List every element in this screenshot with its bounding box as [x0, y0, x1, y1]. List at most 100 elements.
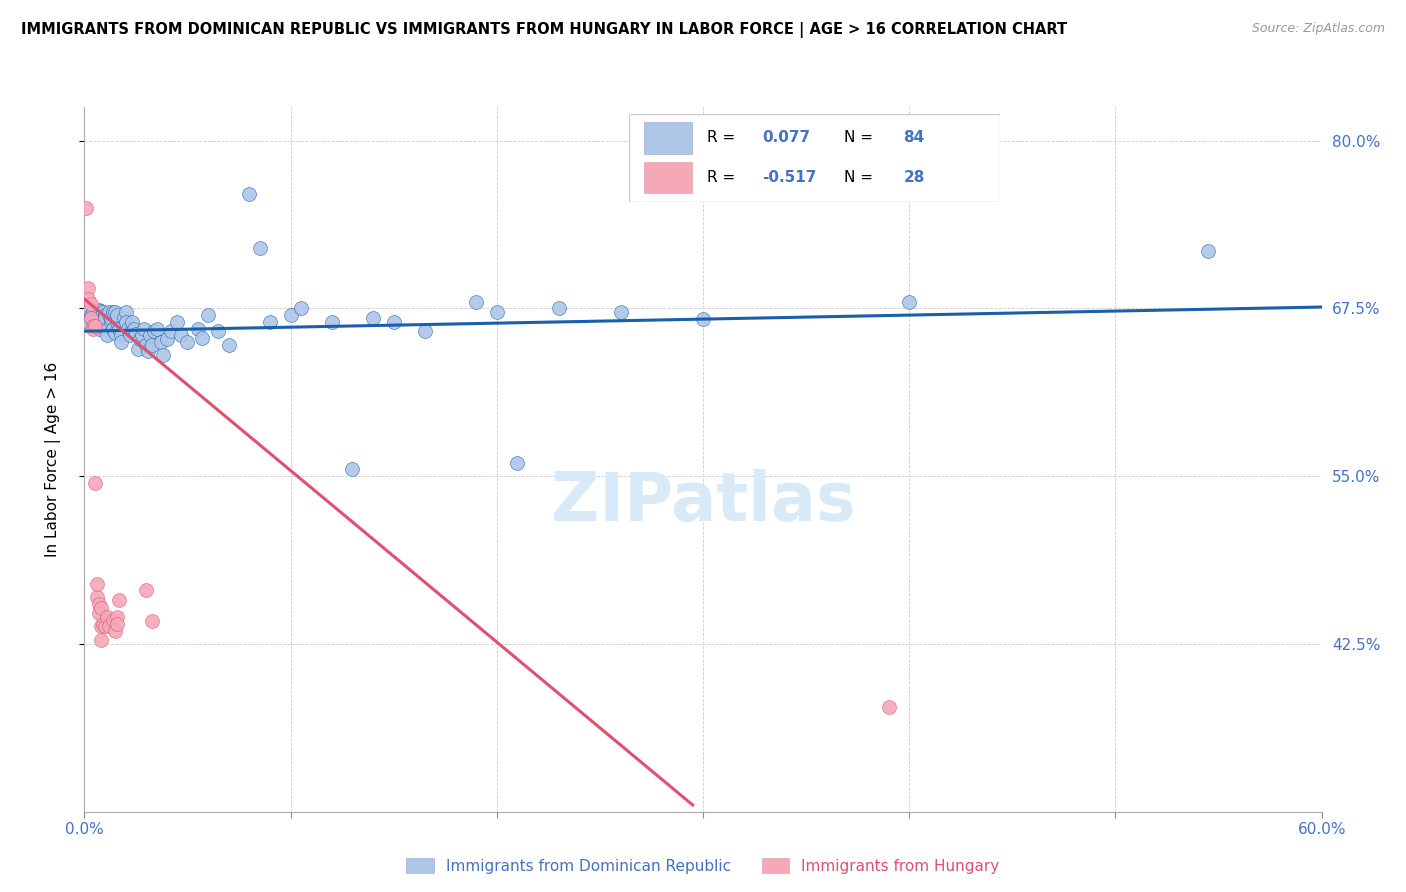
Point — [91, 305, 114, 319]
Point — [692, 312, 714, 326]
Point — [156, 332, 179, 346]
Point — [506, 456, 529, 470]
Point — [135, 583, 157, 598]
Point — [96, 610, 118, 624]
Point — [79, 297, 101, 311]
Point — [110, 334, 132, 349]
Text: ZIPatlas: ZIPatlas — [551, 468, 855, 534]
Point — [94, 308, 117, 322]
Point — [86, 590, 108, 604]
Point — [152, 348, 174, 362]
Point — [131, 328, 153, 343]
Point — [129, 332, 152, 346]
Point — [79, 310, 101, 325]
Point — [117, 321, 139, 335]
Point — [83, 318, 105, 333]
Point — [108, 592, 131, 607]
Point — [139, 328, 162, 343]
Point — [160, 324, 183, 338]
Point — [87, 606, 110, 620]
Point — [90, 600, 112, 615]
Point — [280, 308, 302, 322]
Point — [108, 321, 131, 335]
Point — [197, 308, 219, 322]
Point — [79, 310, 101, 325]
Point — [105, 315, 128, 329]
Point — [1197, 244, 1219, 258]
Point — [122, 321, 145, 335]
Point — [342, 462, 364, 476]
Point — [87, 302, 110, 317]
Point — [166, 315, 188, 329]
Point — [114, 305, 136, 319]
Point — [77, 315, 100, 329]
Point — [382, 315, 405, 329]
Point — [105, 308, 128, 322]
Point — [86, 305, 108, 319]
Point — [103, 321, 125, 335]
Point — [413, 324, 436, 338]
Point — [321, 315, 343, 329]
Point — [94, 310, 117, 325]
Point — [79, 308, 101, 322]
Point — [238, 187, 260, 202]
Point — [104, 305, 127, 319]
Point — [83, 308, 105, 322]
Point — [143, 324, 166, 338]
Point — [77, 305, 100, 319]
Point — [75, 304, 97, 318]
Point — [170, 328, 193, 343]
Point — [110, 328, 132, 343]
Point — [134, 321, 156, 335]
Point — [100, 315, 122, 329]
Point — [75, 310, 97, 325]
Point — [90, 619, 112, 633]
Text: IMMIGRANTS FROM DOMINICAN REPUBLIC VS IMMIGRANTS FROM HUNGARY IN LABOR FORCE | A: IMMIGRANTS FROM DOMINICAN REPUBLIC VS IM… — [21, 22, 1067, 38]
Point — [112, 310, 135, 325]
Point — [86, 576, 108, 591]
Point — [77, 292, 100, 306]
Point — [98, 619, 121, 633]
Point — [259, 315, 281, 329]
Point — [87, 597, 110, 611]
Point — [141, 337, 163, 351]
Point — [207, 324, 229, 338]
Point — [121, 315, 143, 329]
Point — [77, 281, 100, 295]
Point — [125, 326, 148, 341]
Point — [249, 241, 271, 255]
Point — [103, 305, 125, 319]
Point — [114, 315, 136, 329]
Point — [877, 700, 900, 714]
Point — [86, 310, 108, 325]
Point — [218, 337, 240, 351]
Point — [149, 334, 172, 349]
Point — [127, 342, 149, 356]
Point — [96, 328, 118, 343]
Point — [98, 305, 121, 319]
Point — [103, 613, 125, 627]
Point — [121, 321, 143, 335]
Point — [83, 475, 105, 490]
Point — [105, 616, 128, 631]
Point — [91, 315, 114, 329]
Point — [83, 315, 105, 329]
Point — [82, 318, 104, 333]
Point — [90, 304, 112, 318]
Point — [290, 301, 312, 316]
Point — [105, 610, 128, 624]
Point — [118, 328, 141, 343]
Point — [104, 326, 127, 340]
Point — [465, 294, 488, 309]
Point — [104, 624, 127, 638]
Point — [96, 321, 118, 335]
Point — [898, 294, 921, 309]
Point — [141, 614, 163, 628]
Point — [176, 334, 198, 349]
Point — [87, 321, 110, 335]
Point — [191, 331, 214, 345]
Point — [90, 632, 112, 647]
Point — [609, 305, 631, 319]
Point — [136, 344, 159, 359]
Y-axis label: In Labor Force | Age > 16: In Labor Force | Age > 16 — [45, 362, 60, 557]
